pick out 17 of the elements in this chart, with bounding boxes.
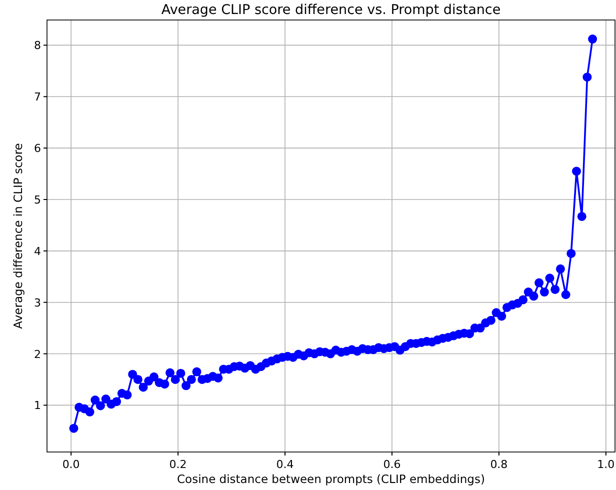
x-tick-label: 0.6 xyxy=(383,458,401,471)
chart-title: Average CLIP score difference vs. Prompt distance xyxy=(161,2,501,18)
x-axis-title: Cosine distance between prompts (CLIP embeddings) xyxy=(177,472,485,486)
y-tick-label: 4 xyxy=(34,244,41,258)
x-tick-label: 0.4 xyxy=(276,458,294,471)
y-tick-label: 8 xyxy=(34,39,41,52)
y-axis-title: Average difference in CLIP score xyxy=(11,143,25,329)
y-tick-label: 3 xyxy=(34,296,41,310)
x-tick-label: 0.8 xyxy=(490,458,508,471)
y-tick-label: 1 xyxy=(34,399,41,412)
x-tick-label: 1.0 xyxy=(597,458,615,471)
y-tick-label: 2 xyxy=(34,348,41,361)
y-tick-label: 7 xyxy=(34,90,41,104)
y-tick-label: 6 xyxy=(34,142,41,156)
x-tick-label: 0.2 xyxy=(169,458,187,471)
x-tick-label: 0.0 xyxy=(62,458,80,471)
y-tick-label: 5 xyxy=(34,193,41,206)
